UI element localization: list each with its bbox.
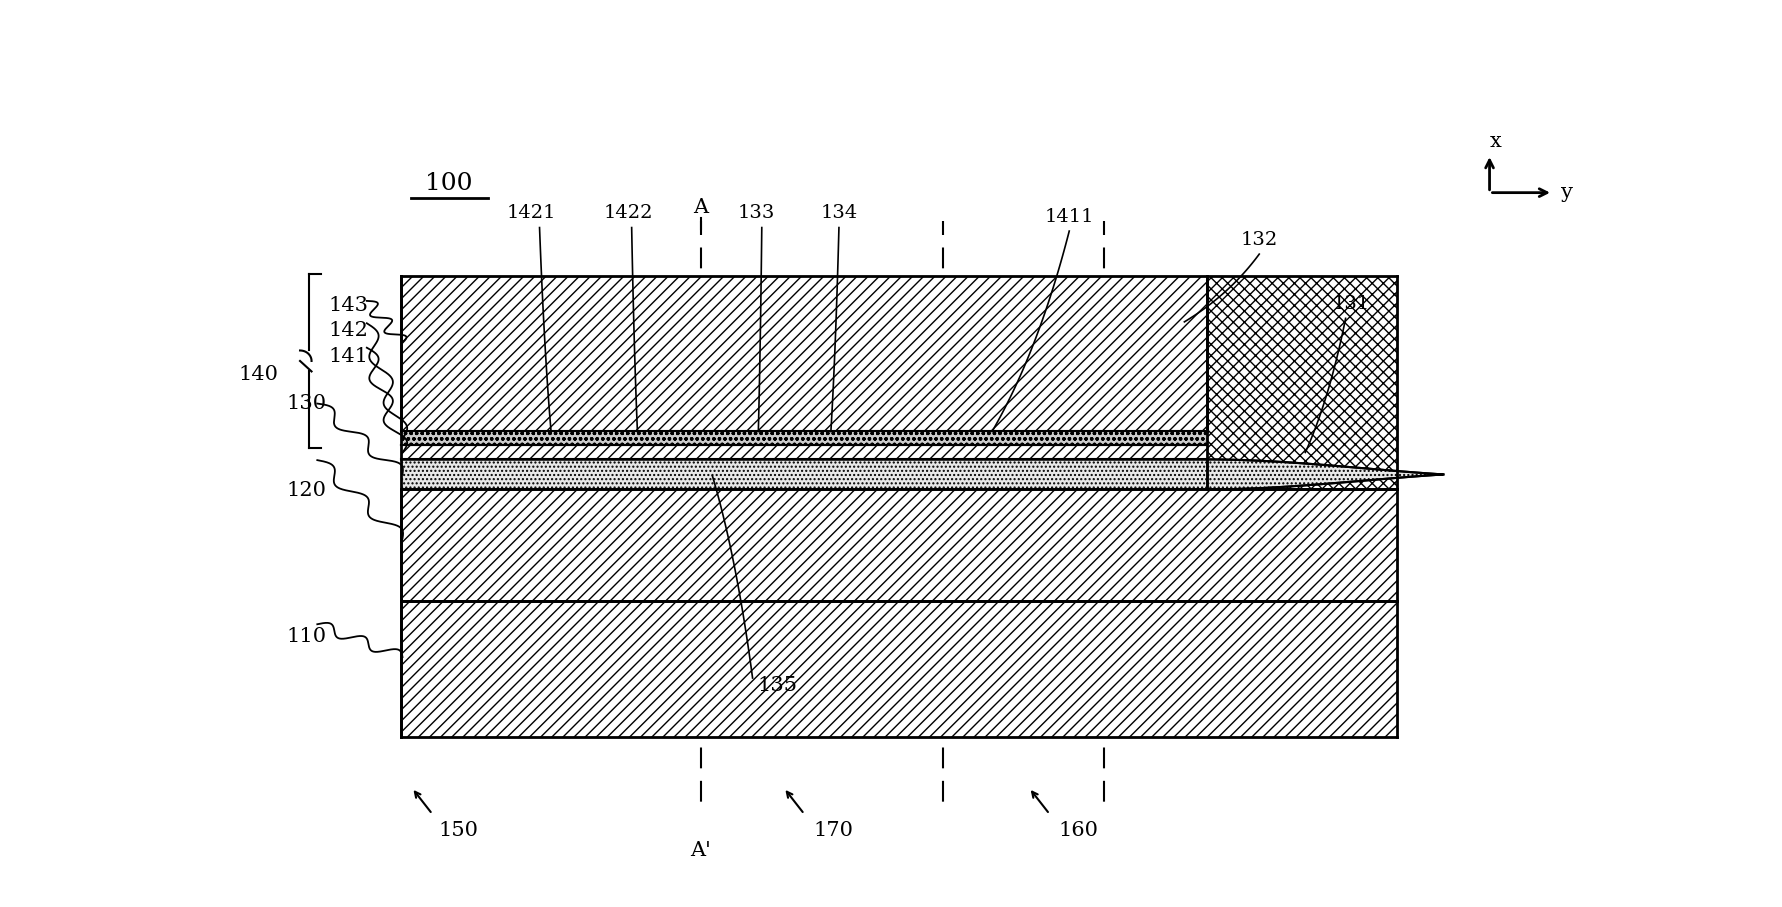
Text: 134: 134 [820,204,857,222]
Polygon shape [1206,460,1443,490]
Text: x: x [1488,132,1500,151]
Bar [401,490,1397,601]
Bar [1206,277,1397,490]
Text: A: A [693,198,707,217]
Bar [401,445,1206,460]
Text: 142: 142 [328,321,369,340]
Text: 150: 150 [438,821,479,840]
Text: y: y [1559,183,1572,202]
Text: 135: 135 [757,676,798,695]
Text: 143: 143 [328,297,369,316]
Bar [401,277,1206,432]
Text: 131: 131 [1331,295,1369,313]
Text: 132: 132 [1240,230,1278,249]
Text: 133: 133 [738,204,775,222]
Text: 130: 130 [287,394,326,413]
Text: 120: 120 [287,482,326,501]
Bar [401,460,1206,490]
Text: 141: 141 [328,347,369,366]
Text: 140: 140 [239,365,278,384]
Text: 110: 110 [287,627,326,646]
Text: 1421: 1421 [506,204,556,222]
Text: A': A' [690,841,711,860]
Bar [401,601,1397,737]
Text: 170: 170 [813,821,854,840]
Text: 100: 100 [424,172,472,195]
Text: 1422: 1422 [602,204,652,222]
Text: 160: 160 [1059,821,1098,840]
Bar [401,432,1206,445]
Text: 1411: 1411 [1044,209,1094,226]
